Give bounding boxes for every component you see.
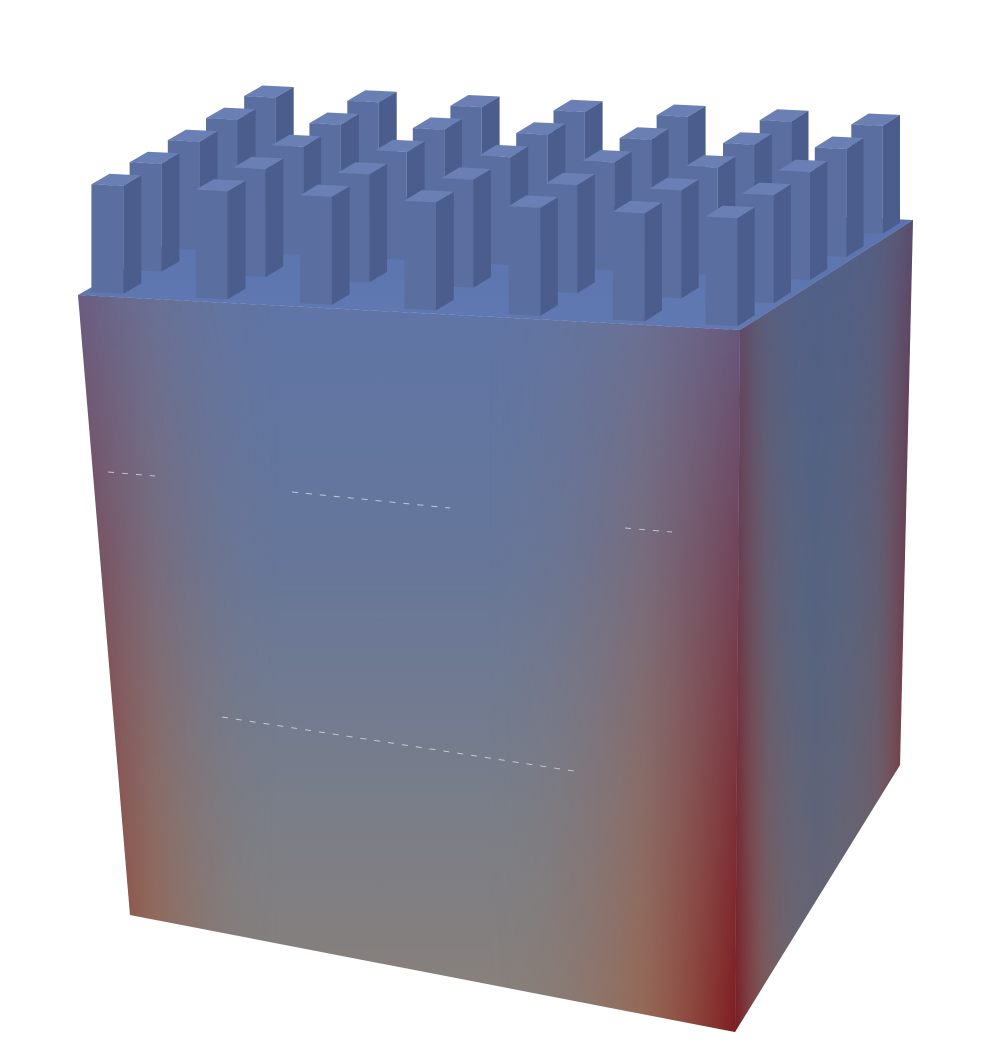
fin-top-face (582, 150, 632, 163)
fin (508, 195, 558, 316)
fin-side-face (265, 158, 284, 278)
fin-top-face (705, 205, 755, 219)
fin-top-face (723, 132, 772, 145)
fin-side-face (369, 163, 388, 283)
fin-array (91, 85, 900, 327)
fin-front-face (612, 211, 645, 322)
fin-top-face (478, 144, 529, 158)
fin (705, 205, 755, 327)
fin-top-face (553, 99, 603, 112)
fin-top-face (516, 122, 566, 135)
fin-side-face (882, 114, 900, 234)
fin (91, 173, 142, 294)
fin-side-face (644, 202, 662, 322)
fin-side-face (846, 138, 864, 257)
fin-top-face (619, 127, 669, 140)
fin-side-face (227, 180, 246, 300)
fin (612, 200, 662, 322)
fin-top-face (271, 134, 322, 147)
fin-top-face (91, 173, 142, 186)
fin-top-face (347, 90, 397, 103)
fin-top-face (441, 167, 491, 180)
fin-top-face (778, 159, 828, 173)
fin-top-face (759, 109, 809, 122)
fin-top-face (300, 184, 350, 197)
fin-top-face (309, 112, 359, 125)
fin-top-face (244, 85, 294, 98)
mesh-lines (107, 471, 673, 773)
fin-top-face (851, 113, 900, 126)
fin-side-face (577, 174, 595, 294)
fin-front-face (195, 189, 228, 300)
block-right-face (735, 220, 913, 1032)
fin-side-face (436, 191, 454, 311)
fin (195, 179, 246, 300)
fin (300, 184, 350, 305)
fin-top-face (649, 177, 699, 191)
fin-top-face (686, 155, 736, 168)
fin-top-face (206, 107, 256, 120)
fin-side-face (810, 161, 828, 281)
fin-side-face (331, 186, 350, 305)
fin-top-face (450, 95, 500, 108)
fin-top-face (741, 182, 791, 196)
fin-side-face (123, 175, 142, 294)
fin-top-face (656, 104, 706, 117)
fin-top-face (337, 162, 388, 175)
fin-front-face (404, 200, 436, 311)
fin (404, 190, 454, 311)
fin-top-face (129, 151, 180, 164)
fin-side-face (681, 179, 699, 299)
fin-top-face (233, 156, 284, 170)
fin-side-face (773, 184, 791, 304)
fin-side-face (473, 169, 491, 288)
fin-top-face (375, 139, 425, 152)
fin-side-face (540, 197, 558, 316)
fin-top-face (412, 117, 463, 130)
fin-front-face (300, 195, 332, 305)
fin-front-face (91, 184, 124, 294)
fin-front-face (508, 206, 541, 316)
fin-front-face (705, 216, 738, 327)
fin-side-face (161, 153, 180, 272)
fin-top-face (814, 136, 864, 149)
fin-top-face (612, 200, 662, 214)
fin-top-face (508, 195, 558, 208)
fin-top-face (195, 179, 246, 192)
fin-top-face (545, 172, 595, 186)
fin-top-face (404, 190, 454, 203)
fin-top-face (167, 129, 218, 142)
block-front-face (78, 295, 740, 1032)
fin-side-face (737, 207, 755, 327)
